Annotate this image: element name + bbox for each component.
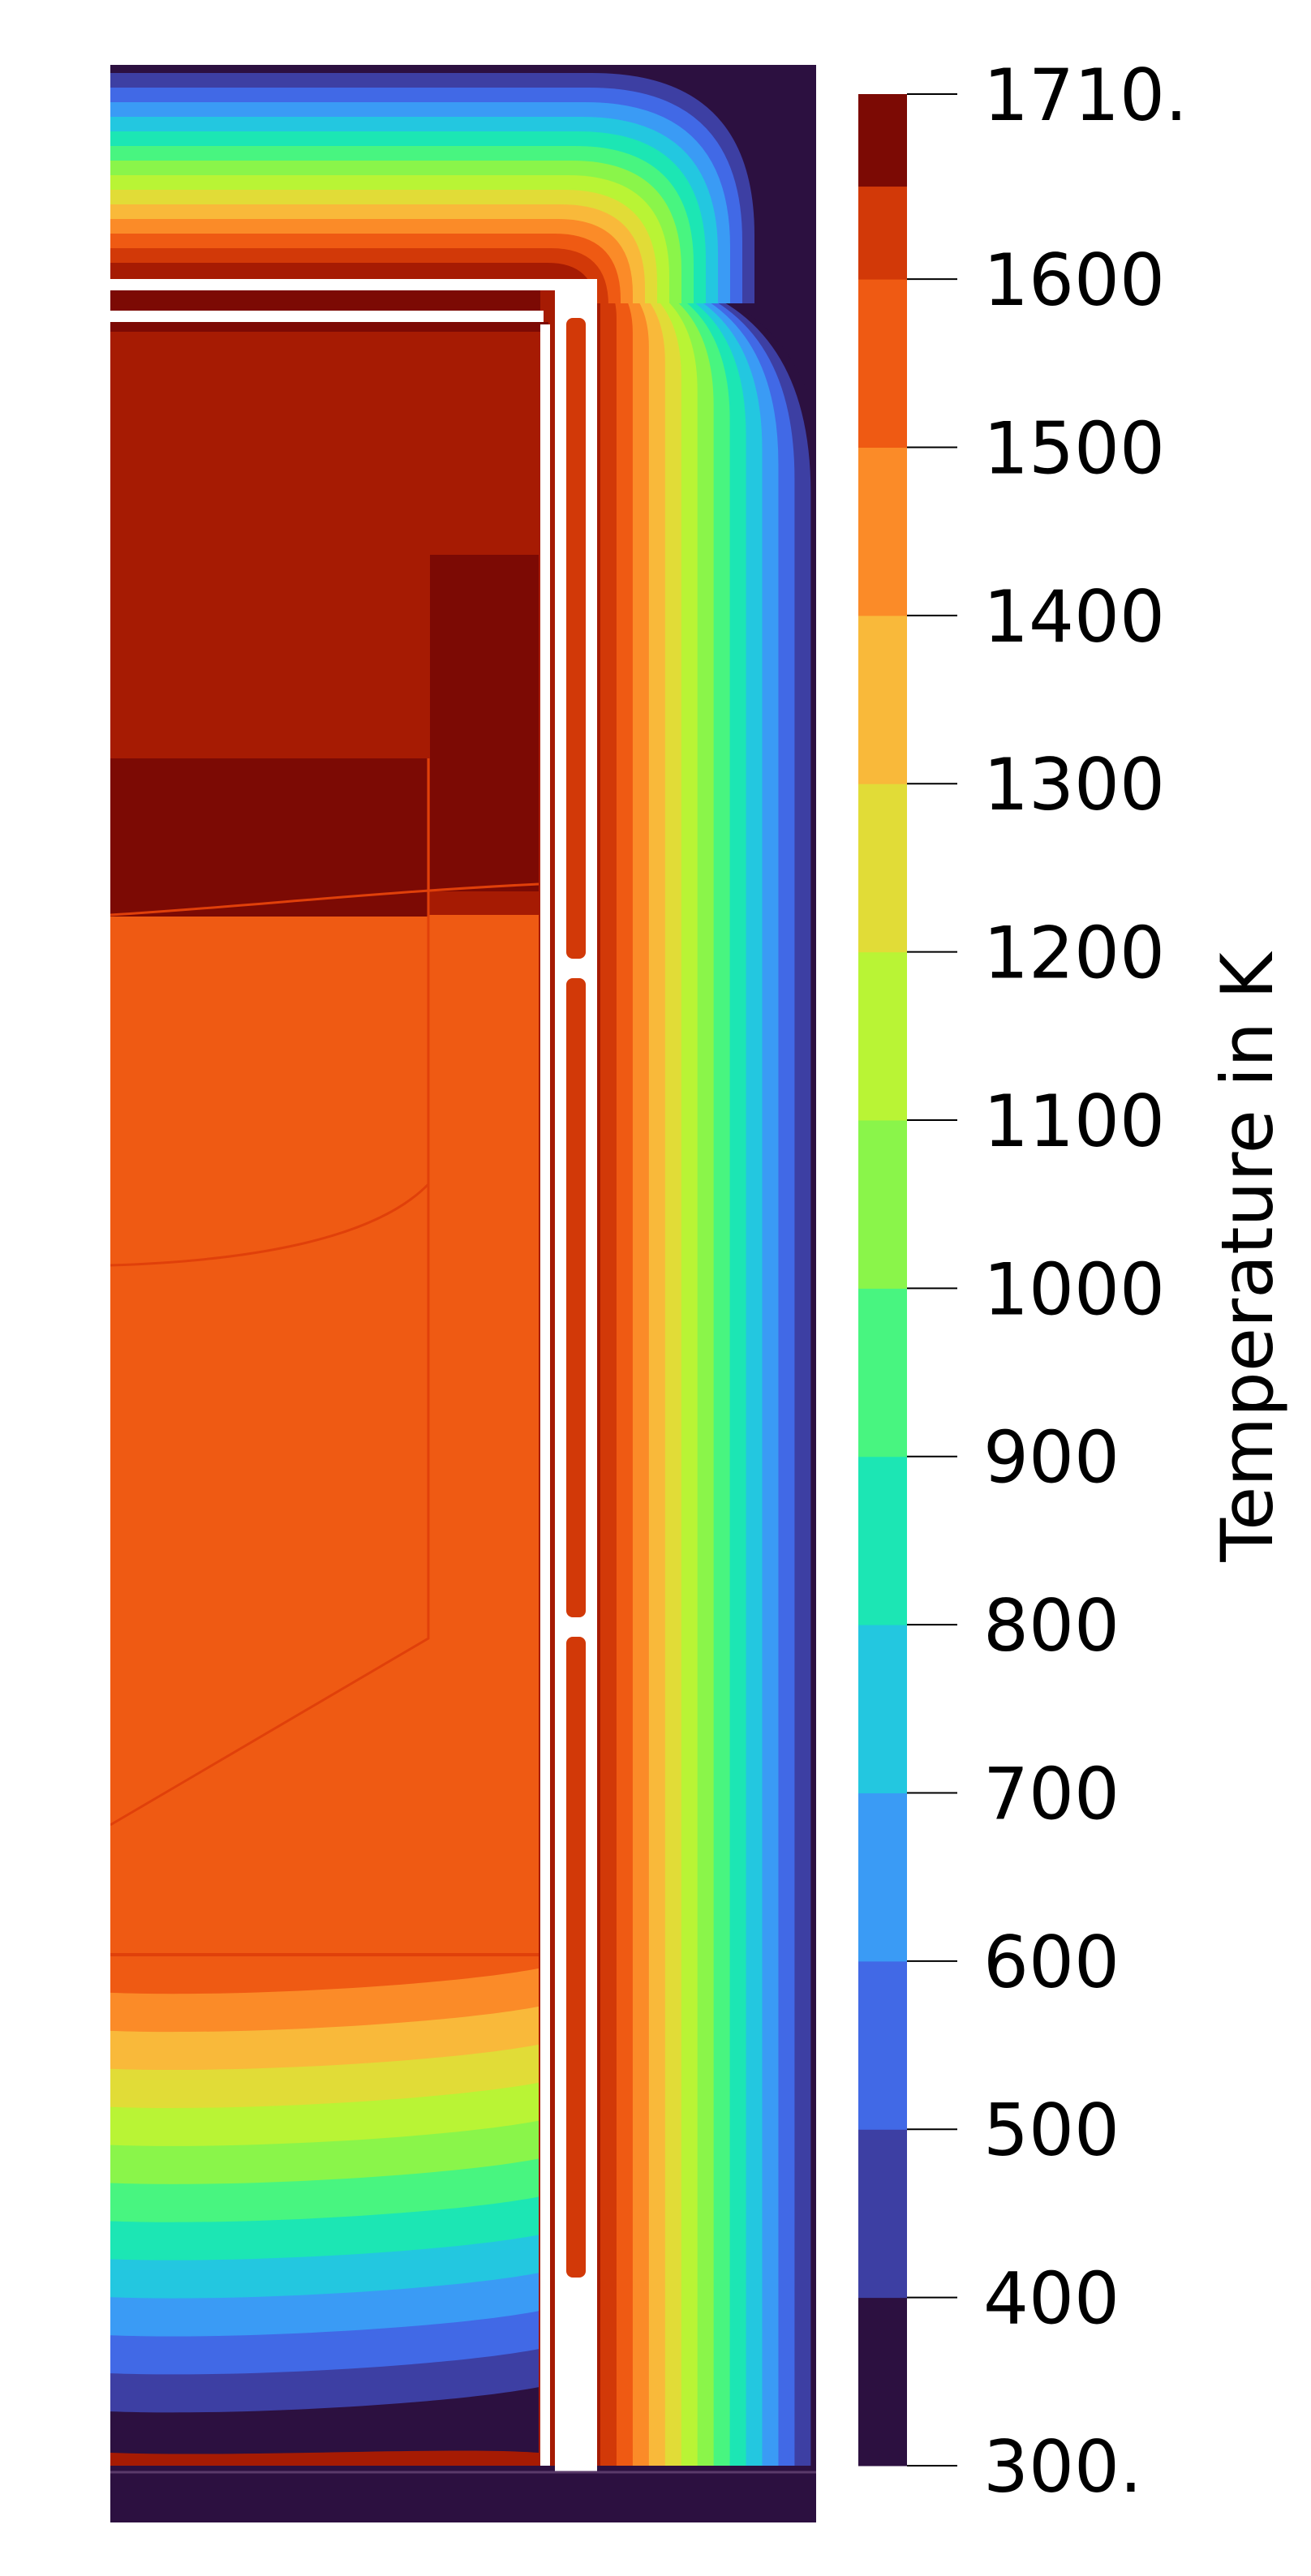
lid-gap: [110, 279, 597, 290]
crucible-bottom-band: [110, 2349, 539, 2416]
crucible-bottom-band: [110, 2044, 539, 2112]
crucible-bottom-bands: [110, 1930, 539, 2454]
colorbar-tick-label: 400: [983, 2257, 1120, 2341]
colorbar-tick-label: 800: [983, 1584, 1120, 1668]
heater-segment-1: [566, 318, 586, 959]
colorbar-band-1: [858, 2129, 907, 2299]
colorbar-band-10: [858, 615, 907, 784]
crucible-wall-gap: [540, 324, 550, 2466]
crucible-bottom-band: [110, 2235, 539, 2302]
colorbar-band-6: [858, 1288, 907, 1458]
colorbar-tick-label: 600: [983, 1921, 1120, 2004]
colorbar-band-11: [858, 447, 907, 616]
colorbar-tick-label: 1000: [983, 1247, 1165, 1331]
colorbar-tick-label: 1400: [983, 575, 1165, 659]
colorbar-tick-label: 1500: [983, 406, 1165, 490]
colorbar-tick-label: 1600: [983, 238, 1165, 322]
colorbar: 1710. 1600 1500 1400 1300 1200 1100 1000 900 800 7…: [858, 54, 1289, 2509]
colorbar-title: Temperature in K: [1206, 951, 1289, 1563]
crucible-bottom-band: [110, 2158, 539, 2226]
crucible-bottom-band: [110, 2387, 539, 2454]
simulation-domain: [110, 65, 816, 2522]
melt-crystal-line: [110, 882, 539, 917]
crucible-bottom-band: [110, 2120, 539, 2188]
crucible-bottom-band: [110, 2311, 539, 2378]
colorbar-band-9: [858, 784, 907, 953]
colorbar-band-4: [858, 1625, 907, 1793]
colorbar-band-12: [858, 279, 907, 448]
colorbar-ticks: [907, 93, 957, 2467]
crucible-bottom-band: [110, 2082, 539, 2150]
colorbar-tick-label: 1300: [983, 743, 1165, 826]
heater-segment-2: [566, 978, 586, 1617]
colorbar-tick-label: 900: [983, 1416, 1120, 1500]
colorbar-tick-label: 1200: [983, 912, 1165, 995]
heater-segment-3: [566, 1637, 586, 2278]
colorbar-tick-label: 500: [983, 2089, 1120, 2172]
bottom-plate: [110, 2472, 816, 2522]
colorbar-tick-label: 300.: [983, 2425, 1142, 2509]
colorbar-band-top: [858, 94, 907, 187]
colorbar-band-7: [858, 1119, 907, 1289]
crucible-bottom-band: [110, 1968, 539, 2036]
colorbar-band-3: [858, 1792, 907, 1962]
cone-boundary-line: [110, 1184, 430, 1827]
lid-gap-2: [110, 311, 544, 322]
crucible-bottom-band: [110, 2006, 539, 2074]
crucible-bottom-band: [110, 2273, 539, 2340]
lid-plate: [110, 290, 540, 311]
colorbar-tick-labels: 1710. 1600 1500 1400 1300 1200 1100 1000 900 800 7…: [983, 54, 1188, 2509]
seed-holder-region: [430, 555, 539, 891]
crystal-region: [110, 758, 428, 917]
colorbar-tick-label: 1710.: [983, 54, 1188, 137]
melt-region: [110, 915, 539, 1955]
top-contour-bands: [110, 73, 754, 311]
colorbar-band-0: [858, 2297, 907, 2467]
colorbar-tick-label: 700: [983, 1752, 1120, 1835]
colorbar-band-8: [858, 951, 907, 1121]
lid-strip: [110, 322, 548, 332]
colorbar-tick-label: 1100: [983, 1080, 1165, 1163]
colorbar-bands: [858, 94, 907, 2467]
colorbar-band-5: [858, 1456, 907, 1625]
colorbar-band-2: [858, 1960, 907, 2130]
growth-interface-line: [110, 1183, 430, 1267]
crucible-bottom-band: [110, 2196, 539, 2264]
